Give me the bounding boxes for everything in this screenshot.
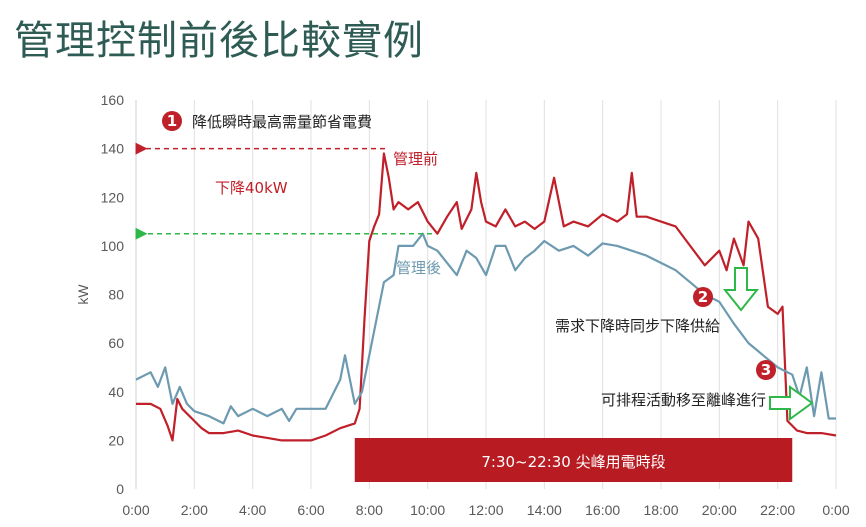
y-tick-label: 20 [108,432,124,448]
note-badge [756,360,776,380]
x-tick-label: 18:00 [643,502,678,518]
x-tick-label: 0:00 [122,502,149,518]
x-tick-label: 20:00 [702,502,737,518]
x-tick-label: 12:00 [468,502,503,518]
note-badge [162,111,182,131]
y-tick-label: 160 [101,92,125,108]
note-number: 2 [698,288,708,306]
y-tick-label: 40 [108,384,124,400]
note-text: 需求下降時同步下降供給 [555,317,720,335]
note-badge [693,287,713,307]
x-tick-label: 0:00 [822,502,849,518]
down-arrow-icon [722,267,760,312]
x-tick-label: 22:00 [760,502,795,518]
y-tick-label: 60 [108,335,124,351]
before-label: 管理前 [393,150,438,168]
page-title: 管理控制前後比較實例 [14,18,424,64]
y-tick-label: 80 [108,287,124,303]
peak-band: 7:30~22:30 尖峰用電時段 [354,438,793,482]
y-tick-label: 140 [101,141,125,157]
note-text: 可排程活動移至離峰進行 [601,391,766,409]
x-tick-label: 4:00 [239,502,266,518]
x-tick-label: 14:00 [527,502,562,518]
y-tick-label: 100 [101,238,125,254]
note-text: 降低瞬時最高需量節省電費 [192,113,372,131]
peak-band-label: 7:30~22:30 尖峰用電時段 [481,453,665,471]
x-tick-label: 2:00 [181,502,208,518]
right-arrow-icon [769,385,814,421]
note-number: 1 [167,112,177,130]
x-tick-label: 8:00 [356,502,383,518]
after-label: 管理後 [396,259,441,277]
y-tick-label: 120 [101,189,125,205]
series-line-after [135,232,836,425]
series-line-before [136,152,837,442]
note-number: 3 [761,361,771,379]
peak-band-rect [354,438,793,482]
x-tick-label: 10:00 [410,502,445,518]
y-axis-label: kW [75,284,91,305]
y-tick-label: 0 [116,481,124,497]
chart-grid [135,100,837,489]
axis-ticks: 0:00 2:00 4:00 6:00 8:00 10:00 12:00 14:00 16:00… [75,92,850,518]
x-tick-label: 6:00 [297,502,324,518]
series-lines [135,152,837,442]
reduction-label: 下降40kW [215,179,288,197]
x-tick-label: 16:00 [585,502,620,518]
